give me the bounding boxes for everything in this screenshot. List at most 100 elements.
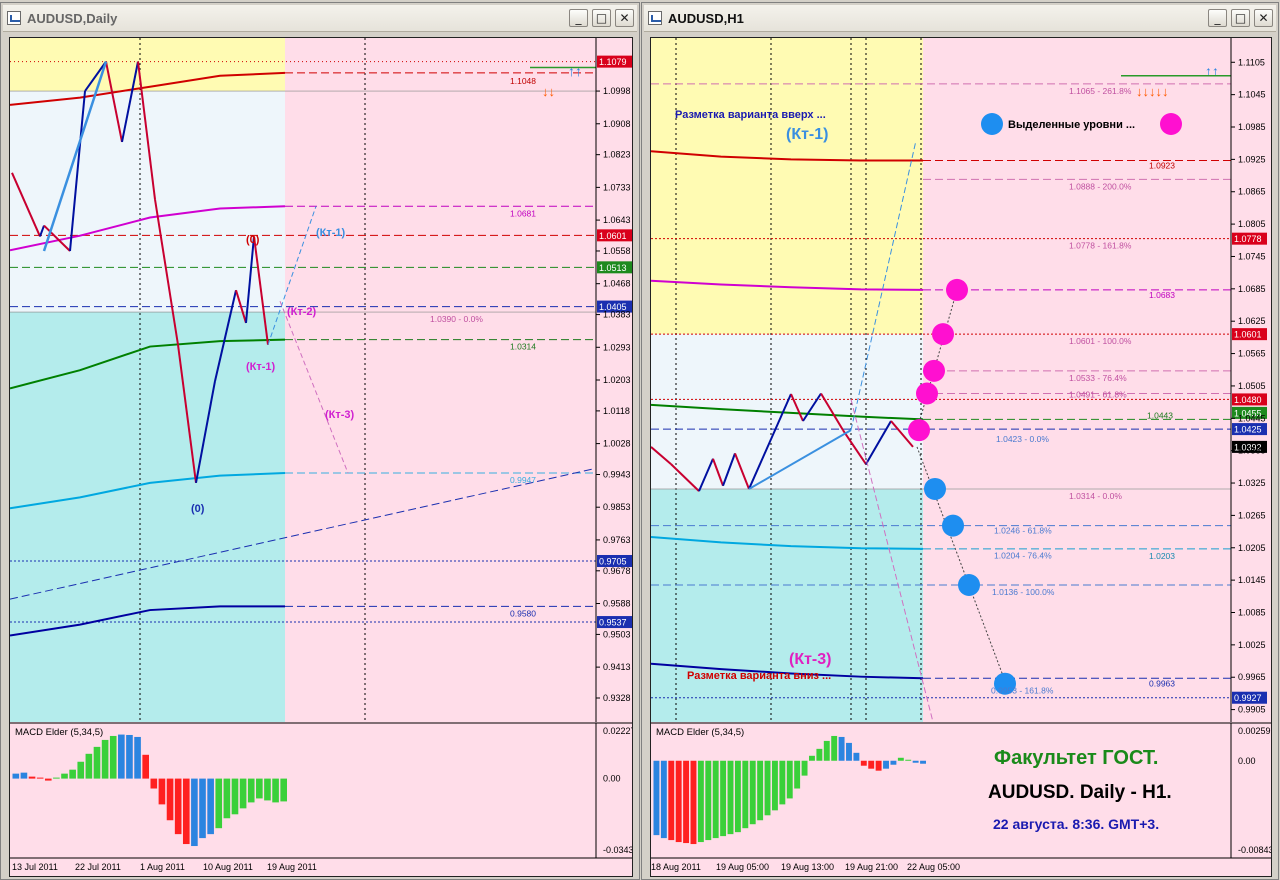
maximize-button[interactable]: □: [592, 9, 611, 27]
price-tag-label: 1.0392: [1234, 442, 1262, 452]
zigzag-segment: [734, 452, 750, 490]
h1-x-tick-label: 19 Aug 05:00: [716, 862, 769, 872]
daily-macd-bar: [207, 778, 214, 835]
right-title-bar[interactable]: AUDUSD,H1 _ □ ✕: [644, 5, 1276, 32]
level-label: 0.9947: [510, 475, 536, 485]
daily-macd-bar: [264, 778, 271, 801]
zigzag-segment: [177, 344, 197, 483]
h1-y-tick-label: 1.0625: [1238, 316, 1266, 326]
wave-label: (0): [246, 234, 260, 246]
moving-average-red: [10, 71, 286, 106]
h1-y-tick-label: 1.0265: [1238, 510, 1266, 520]
daily-y-tick-label: 1.0118: [603, 406, 630, 416]
h1-y-tick-label: 1.0085: [1238, 607, 1266, 617]
h1-macd-bar: [912, 760, 919, 763]
trend-line: [10, 467, 597, 600]
kt1-label: (Кт-1): [786, 126, 828, 143]
price-tag: [1232, 406, 1267, 419]
h1-macd-bar: [868, 760, 875, 769]
h1-macd-bar: [920, 760, 926, 764]
daily-y-tick-label: 1.0643: [603, 215, 631, 225]
zigzag-segment: [698, 458, 714, 492]
yellow-zone: [10, 38, 285, 92]
zigzag-segment: [214, 290, 237, 382]
daily-chart-svg[interactable]: 1.1048 1.0681 1.0390 - 0.0% 1.0314 0.9947 0.9…: [10, 38, 632, 876]
h1-x-tick-label: 19 Aug 13:00: [781, 862, 834, 872]
daily-x-tick-label: 1 Aug 2011: [140, 862, 185, 872]
forecast-down-line: [279, 300, 349, 474]
magenta-level-dot: [932, 323, 954, 346]
zigzag-segment: [820, 392, 844, 431]
moving-average-green: [651, 403, 924, 421]
kt3-label: (Кт-3): [789, 651, 831, 668]
wave-label: (Кт-1): [246, 361, 276, 373]
zigzag-segment: [39, 225, 45, 237]
h1-chart-window[interactable]: AUDUSD,H1 _ □ ✕ 1.11631.1065 - 261.8%1.0…: [641, 2, 1279, 880]
close-button[interactable]: ✕: [1254, 9, 1273, 27]
blue-level-dot: [924, 477, 946, 500]
daily-x-tick-label: 10 Aug 2011: [203, 862, 253, 872]
daily-y-tick-label: 1.0468: [603, 279, 631, 289]
left-title-bar[interactable]: AUDUSD,Daily _ □ ✕: [3, 5, 637, 32]
h1-macd-bar: [771, 760, 778, 811]
left-window-title: AUDUSD,Daily: [27, 11, 118, 26]
level-label: 1.0204 - 76.4%: [994, 550, 1052, 560]
level-label: 1.0888 - 200.0%: [1069, 181, 1132, 191]
minimize-button[interactable]: _: [569, 9, 588, 27]
magenta-level-dot: [908, 419, 930, 442]
forecast-up-line: [267, 206, 317, 345]
daily-y-tick-label: 0.9763: [603, 535, 631, 545]
h1-macd-bar: [853, 752, 860, 761]
price-tag: [1232, 423, 1267, 436]
daily-y-tick-label: 0.9853: [603, 502, 631, 512]
daily-macd-bar: [199, 778, 206, 839]
moving-average-blue: [651, 662, 924, 680]
level-label: 1.0246 - 61.8%: [994, 526, 1052, 536]
daily-macd-bar: [280, 778, 287, 802]
chart-window-icon: [7, 11, 21, 25]
moving-average-cyan: [10, 472, 286, 510]
daily-y-tick-label: 0.9413: [603, 662, 631, 672]
impulse-line: [748, 429, 852, 490]
daily-y-tick-label: 1.0998: [603, 86, 631, 96]
h1-macd-bar: [890, 760, 897, 765]
h1-macd-bar: [764, 760, 771, 816]
daily-chart-area[interactable]: 1.1048 1.0681 1.0390 - 0.0% 1.0314 0.9947 0.9…: [9, 37, 633, 877]
level-label: 1.0314 - 0.0%: [1069, 491, 1122, 501]
close-button[interactable]: ✕: [615, 9, 634, 27]
price-tag: [1232, 691, 1267, 704]
zigzag-segment: [43, 224, 71, 252]
zigzag-segment: [245, 236, 255, 324]
daily-macd-bar: [174, 778, 182, 835]
zigzag-segment: [69, 90, 86, 252]
h1-macd-bar: [734, 760, 741, 833]
daily-x-tick-label: 13 Jul 2011: [12, 862, 58, 872]
zigzag-segment: [790, 393, 804, 422]
magenta-level-dot: [916, 382, 938, 405]
h1-macd-bar: [779, 760, 786, 805]
h1-macd-bar: [905, 759, 912, 761]
level-label: 1.0314: [510, 342, 536, 352]
zigzag-segment: [865, 420, 892, 465]
level-label: 1.0443: [1147, 410, 1173, 420]
maximize-button[interactable]: □: [1231, 9, 1250, 27]
blue-level-dot: [942, 514, 964, 537]
daily-chart-window[interactable]: AUDUSD,Daily _ □ ✕ 1.1048 1.0681 1.0390 - …: [0, 2, 640, 880]
daily-x-tick-label: 22 Jul 2011: [75, 862, 121, 872]
daily-macd-bar: [53, 777, 60, 779]
zigzag-segment: [195, 380, 216, 484]
h1-y-tick-label: 0.9965: [1238, 672, 1266, 682]
level-label: 0.9953 - 161.8%: [991, 686, 1054, 696]
h1-macd-bar: [742, 760, 749, 829]
minimize-button[interactable]: _: [1208, 9, 1227, 27]
level-label: 1.0136 - 100.0%: [992, 587, 1055, 597]
h1-macd-bar: [690, 760, 697, 845]
price-tag-label: 1.1079: [599, 57, 627, 67]
h1-macd-bar: [727, 760, 734, 835]
h1-y-tick-label: 1.0865: [1238, 187, 1266, 197]
light-zone: [10, 91, 285, 313]
daily-macd-bar: [44, 778, 52, 781]
daily-macd-bar: [118, 734, 125, 779]
